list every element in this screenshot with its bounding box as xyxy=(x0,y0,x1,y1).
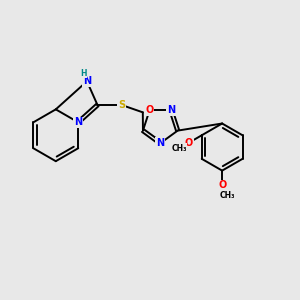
Text: H: H xyxy=(80,69,87,78)
Text: N: N xyxy=(74,117,82,127)
Text: O: O xyxy=(185,138,193,148)
Text: N: N xyxy=(83,76,91,86)
Text: N: N xyxy=(156,138,164,148)
Text: S: S xyxy=(118,100,125,110)
Text: CH₃: CH₃ xyxy=(220,190,236,200)
Text: CH₃: CH₃ xyxy=(172,144,187,153)
Text: O: O xyxy=(146,105,154,115)
Text: N: N xyxy=(167,105,175,115)
Text: O: O xyxy=(218,180,226,190)
